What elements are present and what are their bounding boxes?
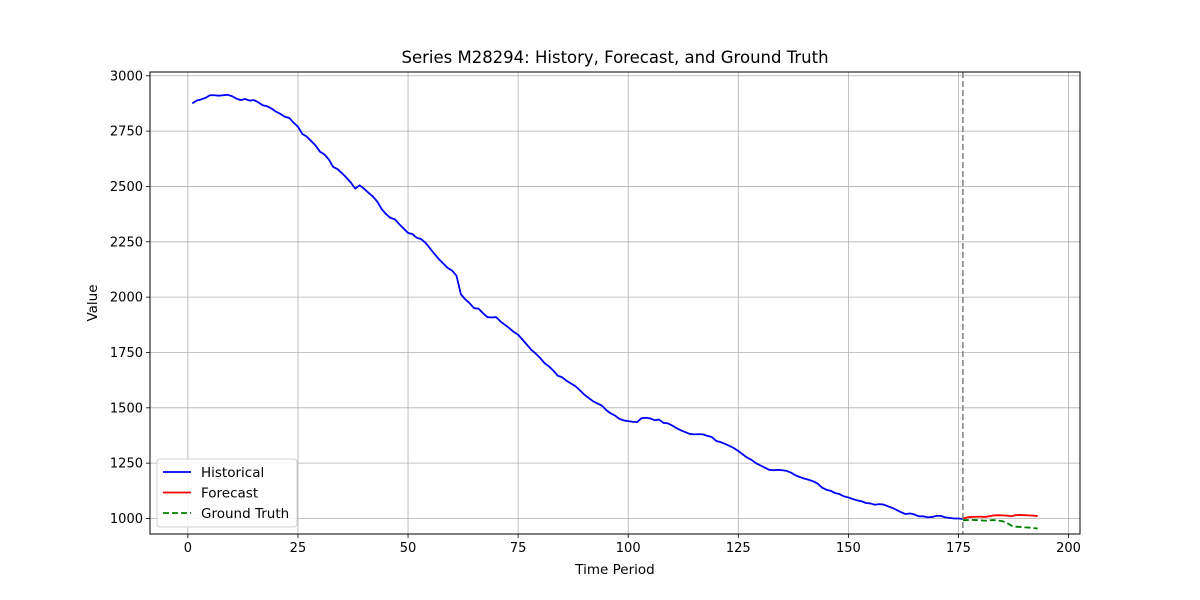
x-tick-label: 0 (184, 541, 192, 556)
y-axis-title: Value (85, 284, 101, 321)
y-tick-label: 2750 (110, 125, 143, 140)
x-axis-title: Time Period (574, 562, 654, 578)
x-tick-label: 125 (726, 541, 751, 556)
y-tick-label: 2500 (110, 180, 143, 195)
x-tick-label: 200 (1056, 541, 1081, 556)
series-line-forecast (962, 514, 1038, 520)
x-tick-label: 150 (836, 541, 861, 556)
axis-ticks: 0 25 50 75 100 125 150 175 200 1000 1250 1500 1750 20… (110, 69, 1081, 556)
legend-box (156, 458, 298, 528)
x-tick-label: 75 (510, 541, 527, 556)
legend-label: Historical (201, 465, 264, 481)
x-tick-label: 25 (290, 541, 307, 556)
y-tick-label: 1000 (110, 512, 143, 527)
legend-label: Forecast (201, 486, 258, 502)
y-tick-label: 2000 (110, 291, 143, 306)
y-tick-label: 3000 (110, 69, 143, 84)
y-tick-label: 2250 (110, 235, 143, 250)
grid-lines (150, 72, 1080, 534)
plot-frame (149, 71, 1081, 535)
x-tick-label: 175 (946, 541, 971, 556)
y-tick-label: 1500 (110, 401, 143, 416)
x-tick-label: 50 (400, 541, 417, 556)
legend-label: Ground Truth (201, 506, 289, 522)
legend: Historical Forecast Ground Truth (156, 458, 298, 528)
series-line-ground-truth (962, 518, 1038, 530)
y-tick-label: 1750 (110, 346, 143, 361)
x-tick-label: 100 (616, 541, 641, 556)
y-tick-label: 1250 (110, 457, 143, 472)
series-lines (191, 93, 1038, 530)
chart-title: Series M28294: History, Forecast, and Gr… (401, 48, 828, 67)
series-line-historical (191, 93, 963, 520)
